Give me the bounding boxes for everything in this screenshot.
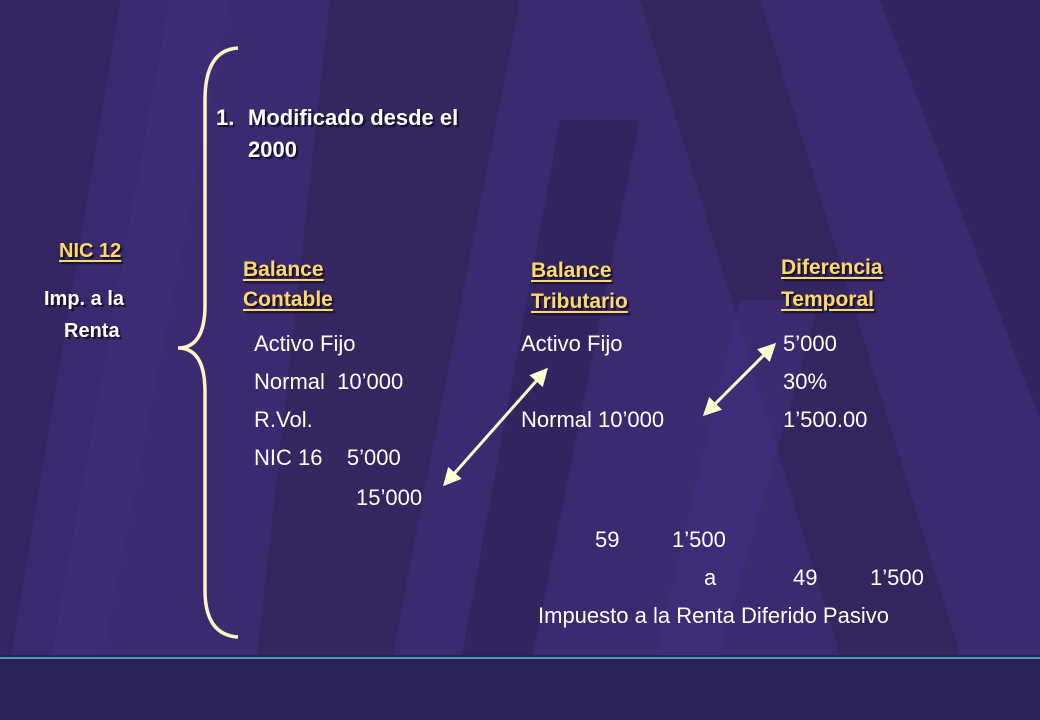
contable-row-nic16: NIC 16 5’000 [254, 445, 401, 470]
temporal-row-tax: 1’500.00 [783, 407, 868, 432]
contable-row-normal: Normal 10’000 [254, 369, 404, 394]
contable-row-total: 15’000 [356, 485, 423, 510]
entry-debit-account: 59 [595, 527, 620, 552]
contable-row-activo-fijo: Activo Fijo [254, 331, 356, 356]
entry-description: Impuesto a la Renta Diferido Pasivo [538, 603, 889, 628]
diferencia-temporal-heading-line2: Temporal [781, 288, 874, 311]
point-number: 1. [216, 105, 235, 130]
entry-debit-amount: 1’500 [672, 527, 726, 552]
imp-renta-line2: Renta [64, 320, 120, 342]
temporal-row-rate: 30% [783, 369, 828, 394]
tributario-row-activo-fijo: Activo Fijo [521, 331, 623, 356]
balance-contable-heading-line2: Contable [243, 288, 333, 311]
entry-connector: a [704, 565, 717, 590]
entry-credit-amount: 1’500 [870, 565, 924, 590]
diferencia-temporal-heading-line1: Diferencia [781, 256, 883, 279]
balance-contable-heading-line1: Balance [243, 258, 324, 281]
point-text-line1: Modificado desde el [248, 105, 459, 130]
entry-credit-account: 49 [793, 565, 818, 590]
contable-row-rvol: R.Vol. [254, 407, 313, 432]
imp-renta-line1: Imp. a la [44, 288, 125, 310]
nic12-label: NIC 12 [59, 240, 122, 262]
point-text-line2: 2000 [248, 137, 297, 162]
temporal-row-amount: 5’000 [783, 331, 837, 356]
tributario-row-normal: Normal 10’000 [521, 407, 665, 432]
balance-tributario-heading-line2: Tributario [531, 290, 628, 313]
balance-tributario-heading-line1: Balance [531, 259, 612, 282]
